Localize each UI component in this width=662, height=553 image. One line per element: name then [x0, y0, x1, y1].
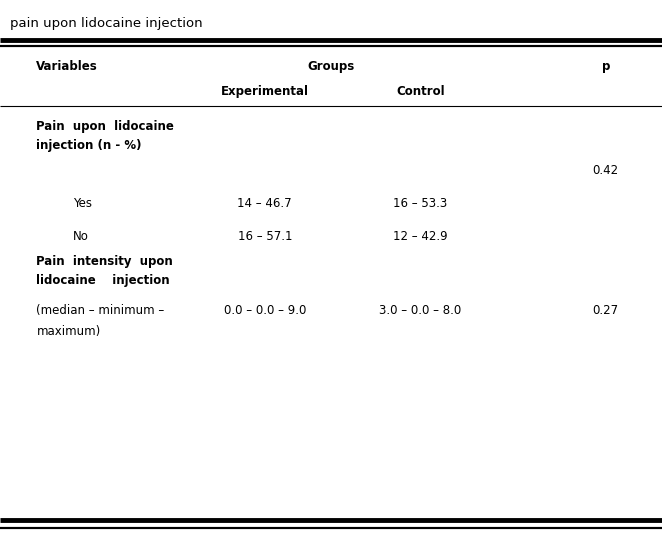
Text: Groups: Groups [307, 60, 355, 73]
Text: 16 – 57.1: 16 – 57.1 [238, 230, 292, 243]
Text: Control: Control [396, 85, 445, 98]
Text: 3.0 – 0.0 – 8.0: 3.0 – 0.0 – 8.0 [379, 304, 461, 317]
Text: lidocaine    injection: lidocaine injection [36, 274, 170, 288]
Text: 0.42: 0.42 [592, 164, 619, 177]
Text: Pain  intensity  upon: Pain intensity upon [36, 255, 173, 268]
Text: p: p [602, 60, 610, 73]
Text: 16 – 53.3: 16 – 53.3 [393, 197, 448, 210]
Text: 0.0 – 0.0 – 9.0: 0.0 – 0.0 – 9.0 [224, 304, 306, 317]
Text: 12 – 42.9: 12 – 42.9 [393, 230, 448, 243]
Text: No: No [73, 230, 89, 243]
Text: Variables: Variables [36, 60, 98, 73]
Text: 0.27: 0.27 [592, 304, 619, 317]
Text: (median – minimum –: (median – minimum – [36, 304, 165, 317]
Text: injection (n - %): injection (n - %) [36, 139, 142, 152]
Text: Yes: Yes [73, 197, 92, 210]
Text: maximum): maximum) [36, 325, 101, 338]
Text: pain upon lidocaine injection: pain upon lidocaine injection [10, 17, 203, 30]
Text: Pain  upon  lidocaine: Pain upon lidocaine [36, 119, 174, 133]
Text: 14 – 46.7: 14 – 46.7 [238, 197, 292, 210]
Text: Experimental: Experimental [221, 85, 308, 98]
